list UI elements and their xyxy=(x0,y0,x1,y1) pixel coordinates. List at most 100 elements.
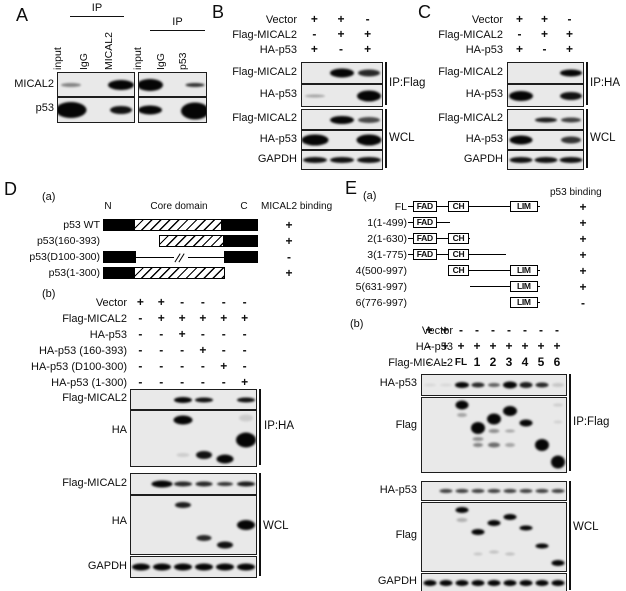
band xyxy=(456,518,468,522)
ip-bracket-label: IP:HA xyxy=(264,420,295,432)
blot-label: GAPDH xyxy=(257,153,297,165)
condition-label: Vector xyxy=(265,14,297,26)
band xyxy=(455,506,469,513)
wcl-bracket-label: WCL xyxy=(263,520,289,532)
plus-minus-symbol: - xyxy=(242,343,247,357)
band xyxy=(238,414,253,422)
blot-a-p53-right xyxy=(138,97,207,123)
condition-label: Vector xyxy=(471,14,503,26)
band xyxy=(216,541,233,549)
blot-e-wcl-flag xyxy=(421,502,567,572)
blot-label: Flag-MICAL2 xyxy=(62,477,127,489)
plus-minus-symbol: - xyxy=(242,359,247,373)
construct-bar-p53-d100-300 xyxy=(103,251,258,263)
blot-label: GAPDH xyxy=(463,153,503,165)
domain-box-ch: CH xyxy=(447,249,470,260)
condition-symbols: + + - xyxy=(301,13,381,26)
construct-label: 3(1-775) xyxy=(367,249,407,261)
condition-symbols: - - - - - + xyxy=(130,376,255,389)
band xyxy=(236,481,255,487)
ip-bracket-label: IP:Flag xyxy=(389,77,426,89)
band xyxy=(519,419,533,427)
wcl-bracket xyxy=(385,109,387,168)
lane-label-igg: IgG xyxy=(78,53,90,70)
band xyxy=(236,397,255,402)
condition-label: HA-p53 (1-300) xyxy=(51,377,127,389)
blot-label: HA-p53 xyxy=(379,377,417,389)
panel-e-label: E xyxy=(345,178,358,198)
band xyxy=(455,400,469,410)
band xyxy=(424,383,436,387)
plus-minus-symbol: + xyxy=(565,27,574,41)
condition-symbols: + + - - - - xyxy=(130,296,255,309)
plus-minus-symbol: + xyxy=(540,12,549,26)
band xyxy=(551,455,565,469)
band xyxy=(330,157,354,163)
band xyxy=(471,382,485,388)
domain-box-fad: FAD xyxy=(412,249,438,260)
band xyxy=(503,381,517,389)
construct-bar-1: FAD xyxy=(408,216,540,229)
band xyxy=(503,579,517,586)
plus-minus-symbol: - xyxy=(200,375,205,389)
construct-label: 2(1-630) xyxy=(367,233,407,245)
blot-c-ip-ha-p53 xyxy=(507,84,584,107)
plus-minus-symbol: - xyxy=(491,323,495,337)
c-terminus-label: C xyxy=(240,201,248,212)
plus-minus-symbol: - xyxy=(339,42,343,56)
plus-minus-symbol: - xyxy=(180,359,185,373)
plus-minus-symbol: + xyxy=(199,311,207,325)
band xyxy=(356,157,381,163)
condition-label: Vector xyxy=(421,325,453,337)
condition-symbols: - + + + + + + + + xyxy=(421,340,565,353)
plus-minus-symbol: - xyxy=(159,375,164,389)
band xyxy=(551,559,565,566)
band xyxy=(559,91,582,100)
ip-bracket xyxy=(385,62,387,105)
binding-symbol: + xyxy=(285,234,293,248)
band xyxy=(151,480,173,488)
domain-box-lim: LIM xyxy=(509,281,538,292)
construct-bar-5: LIM xyxy=(408,280,540,293)
band xyxy=(471,579,485,586)
band xyxy=(535,439,549,452)
plus-minus-symbol: + xyxy=(157,311,165,325)
plus-minus-symbol: FL xyxy=(454,357,468,368)
plus-minus-symbol: - xyxy=(443,355,447,369)
condition-symbols: - + + xyxy=(507,28,582,41)
condition-symbols: - + + + + + xyxy=(130,312,255,325)
wcl-bracket-label: WCL xyxy=(389,132,415,144)
band xyxy=(519,525,533,531)
plus-minus-symbol: - xyxy=(180,375,185,389)
band xyxy=(534,117,557,122)
construct-line xyxy=(408,206,540,208)
plus-minus-symbol: - xyxy=(221,327,226,341)
blot-b-ip-flag-mical2 xyxy=(301,62,383,84)
blot-label: Flag-MICAL2 xyxy=(438,112,503,124)
construct-segment-solid xyxy=(223,251,258,263)
band xyxy=(302,134,329,146)
plus-minus-symbol: + xyxy=(136,295,144,309)
band xyxy=(535,382,549,388)
plus-minus-symbol: 6 xyxy=(553,355,561,369)
band xyxy=(305,94,326,97)
plus-minus-symbol: - xyxy=(200,295,205,309)
plus-minus-symbol: + xyxy=(310,42,318,56)
binding-symbol: + xyxy=(579,216,587,230)
panel-d-sub-a: (a) xyxy=(42,191,56,203)
wcl-bracket xyxy=(586,109,588,168)
plus-minus-symbol: - xyxy=(242,295,247,309)
band xyxy=(488,383,500,387)
band xyxy=(330,115,354,124)
domain-box-ch: CH xyxy=(447,201,470,212)
row-label-p53: p53 xyxy=(35,102,54,114)
plus-minus-symbol: + xyxy=(473,339,481,353)
plus-minus-symbol: + xyxy=(441,323,449,337)
blot-label: HA xyxy=(111,515,127,527)
blot-label: GAPDH xyxy=(377,575,417,587)
plus-minus-symbol: + xyxy=(364,27,372,41)
condition-label: Flag-MICAL2 xyxy=(438,29,503,41)
blot-label: HA-p53 xyxy=(465,133,503,145)
binding-symbol: + xyxy=(579,232,587,246)
